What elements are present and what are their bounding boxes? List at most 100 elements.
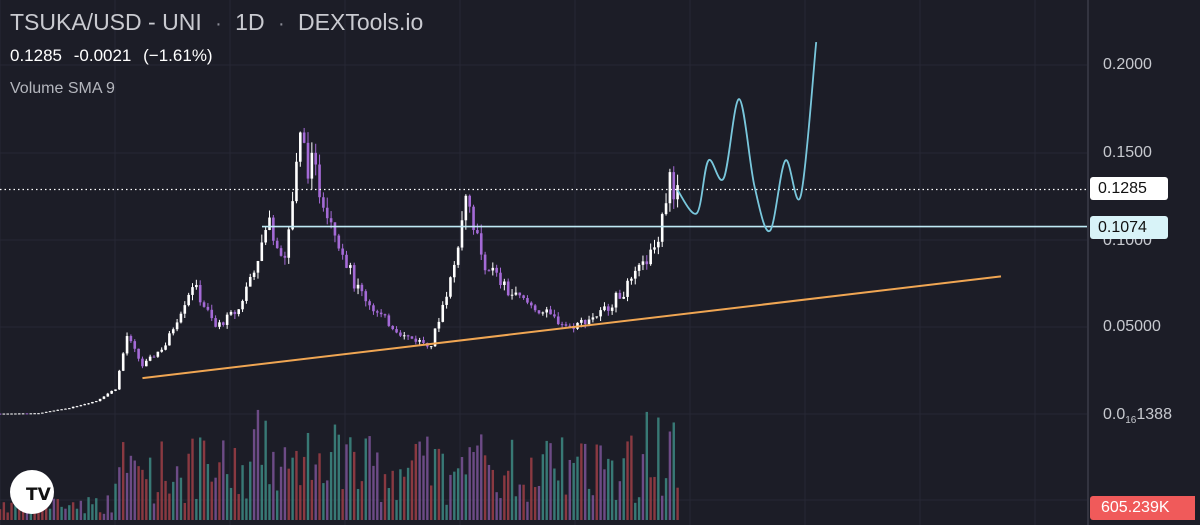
candle-body <box>152 356 156 358</box>
volume-bar <box>299 485 302 520</box>
candle-body <box>660 214 664 242</box>
current-price-tag: 0.1285 <box>1090 177 1168 200</box>
volume-bar <box>64 508 67 520</box>
volume-bar <box>406 467 410 520</box>
volume-bar <box>564 494 568 520</box>
y-tick-label-low: 0.0161388 <box>1103 406 1172 427</box>
candle-body <box>503 281 506 286</box>
volume-bar <box>456 468 460 520</box>
candle-body <box>83 404 86 406</box>
candle-body <box>514 292 518 295</box>
volume-bar <box>460 457 464 520</box>
candle-body <box>183 305 187 314</box>
candle-body <box>379 312 383 315</box>
volume-bar <box>60 506 63 520</box>
candle-body <box>657 241 660 248</box>
volume-bar <box>98 512 102 520</box>
volume-bar <box>634 502 637 520</box>
candle-body <box>410 336 414 339</box>
candle-body <box>241 300 244 310</box>
volume-bar <box>187 453 190 520</box>
candle-body <box>610 307 614 311</box>
volume-bar <box>430 485 433 520</box>
candle-body <box>526 298 529 303</box>
volume-bar <box>83 513 86 520</box>
volume-bar <box>664 478 668 520</box>
volume-bar <box>272 451 275 520</box>
volume-bar <box>256 409 260 520</box>
volume-bar <box>599 445 602 520</box>
pair-label: TSUKA/USD <box>10 9 142 35</box>
exchange-label: UNI <box>162 9 202 35</box>
candle-body <box>268 217 271 231</box>
candle-body <box>607 306 610 311</box>
candle-body <box>310 152 314 179</box>
candle-body <box>141 358 144 367</box>
candle-body <box>291 201 294 230</box>
volume-bar <box>410 460 414 520</box>
candle-body <box>433 328 437 347</box>
volume-bar <box>526 501 529 520</box>
tradingview-logo-icon[interactable]: TV <box>10 470 54 514</box>
candle-body <box>145 360 148 367</box>
volume-bar <box>522 484 525 520</box>
volume-bar <box>653 476 656 520</box>
candle-body <box>25 413 29 415</box>
candle-body <box>614 292 618 308</box>
candle-body <box>256 260 260 273</box>
volume-bar <box>322 483 325 520</box>
candle-body <box>187 294 190 306</box>
indicator-legend[interactable]: Volume SMA 9 <box>10 80 115 97</box>
volume-bar <box>152 503 156 520</box>
volume-bar <box>668 431 672 520</box>
volume-bar <box>329 452 333 520</box>
candle-body <box>75 406 79 408</box>
candle-body <box>453 264 456 278</box>
volume-bar <box>541 454 545 520</box>
candle-body <box>630 278 633 281</box>
candle-body <box>568 325 572 327</box>
volume-bar <box>276 490 279 520</box>
volume-bar <box>18 505 21 520</box>
candle-body <box>637 264 641 271</box>
price-change: -0.0021 <box>73 46 132 65</box>
volume-bar <box>672 422 675 520</box>
volume-bar <box>587 488 591 520</box>
title-dash: - <box>148 9 156 35</box>
candle-body <box>422 340 425 343</box>
candle-body <box>668 172 672 204</box>
volume-bar <box>568 459 571 520</box>
candle-body <box>164 345 167 350</box>
volume-bar <box>537 485 541 520</box>
volume-bar <box>649 477 652 520</box>
candle-body <box>479 233 483 255</box>
candle-body <box>283 255 287 258</box>
volume-bar <box>518 484 521 520</box>
candle-body <box>406 335 410 337</box>
candle-body <box>137 348 140 359</box>
volume-bar <box>487 464 491 520</box>
volume-bar <box>418 441 421 520</box>
volume-bar <box>114 483 117 520</box>
volume-bar <box>545 440 548 520</box>
volume-bar <box>214 477 217 520</box>
volume-bar <box>630 435 633 520</box>
candle-body <box>560 324 564 326</box>
volume-bar <box>245 498 248 520</box>
volume-bar <box>641 454 645 520</box>
candle-body <box>483 254 487 271</box>
candle-body <box>618 292 622 299</box>
candle-body <box>156 351 160 357</box>
volume-bar <box>437 448 441 520</box>
volume-bars <box>0 409 679 520</box>
candle-body <box>553 314 556 317</box>
candle-body <box>0 413 2 415</box>
volume-bar <box>110 512 113 520</box>
candle-body <box>476 230 479 234</box>
volume-bar <box>476 445 479 520</box>
volume-bar <box>603 469 606 520</box>
candle-body <box>118 370 121 390</box>
grid-lines <box>0 0 1089 525</box>
price-change-percent: (−1.61%) <box>143 46 213 65</box>
